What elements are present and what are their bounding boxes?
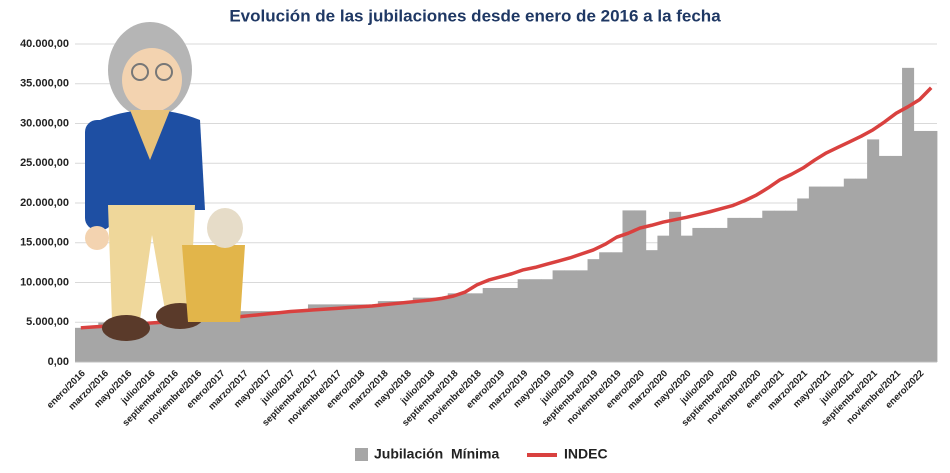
bar [738,217,752,362]
y-tick-label: 30.000,00 [20,117,69,129]
legend-label: Jubilación Mínima [374,446,499,462]
bar [436,297,449,362]
bar [634,210,647,362]
bar [389,301,402,362]
bar [459,293,472,362]
bar [424,297,437,362]
bar [366,304,379,362]
y-tick-label: 15.000,00 [20,237,69,249]
bar [902,67,915,362]
bar [494,287,507,362]
figure-illustration [85,22,245,341]
bar [238,311,251,362]
bar [867,139,880,362]
bar [587,259,600,362]
bar [214,316,227,362]
legend-swatch [355,448,368,461]
y-tick-label: 0,00 [48,356,69,368]
bar [808,186,821,362]
bar [401,301,414,362]
bar [564,270,577,362]
bar [342,304,355,362]
y-tick-label: 35.000,00 [20,78,69,90]
bar [785,210,798,362]
bar [471,293,484,362]
bar [704,227,717,362]
bar [447,293,460,362]
bar [925,130,938,362]
bar [657,235,670,362]
y-tick-label: 20.000,00 [20,197,69,209]
chart-title: Evolución de las jubilaciones desde ener… [229,6,721,25]
bar [843,178,856,362]
bar [412,297,425,362]
bar [540,279,553,362]
bar [319,304,332,362]
bar [575,270,588,362]
bar [715,227,728,362]
bar [377,301,390,362]
bar [249,311,262,362]
bar [156,322,169,362]
y-tick-label: 10.000,00 [20,276,69,288]
bar [727,217,740,362]
bar [517,279,530,362]
bar [692,227,705,362]
bar [622,210,635,362]
bar [273,311,286,362]
bar [750,217,763,362]
bar [610,252,623,362]
bar [552,270,565,362]
bar [226,316,239,362]
bar [191,316,204,362]
bar [832,186,845,362]
bar [820,186,833,362]
bar [680,235,693,362]
bar [354,304,367,362]
bar [529,279,542,362]
bar [645,250,658,362]
bar [506,287,519,362]
bar [913,130,926,362]
bar [890,155,903,362]
bar [878,155,891,362]
bar [261,311,274,362]
bar [669,211,682,362]
bar [75,327,88,362]
bar [86,327,99,362]
bar [797,198,810,362]
bar [284,311,297,362]
y-tick-label: 40.000,00 [20,38,69,50]
bar [762,210,775,362]
y-tick-label: 25.000,00 [20,157,69,169]
bar [307,304,321,362]
bar [482,287,495,362]
legend-label: INDEC [564,446,608,462]
bar [296,311,309,362]
bar [203,316,216,362]
bar [773,210,786,362]
y-tick-label: 5.000,00 [26,316,69,328]
bar [855,178,868,362]
bar [331,304,344,362]
bar [599,252,612,362]
